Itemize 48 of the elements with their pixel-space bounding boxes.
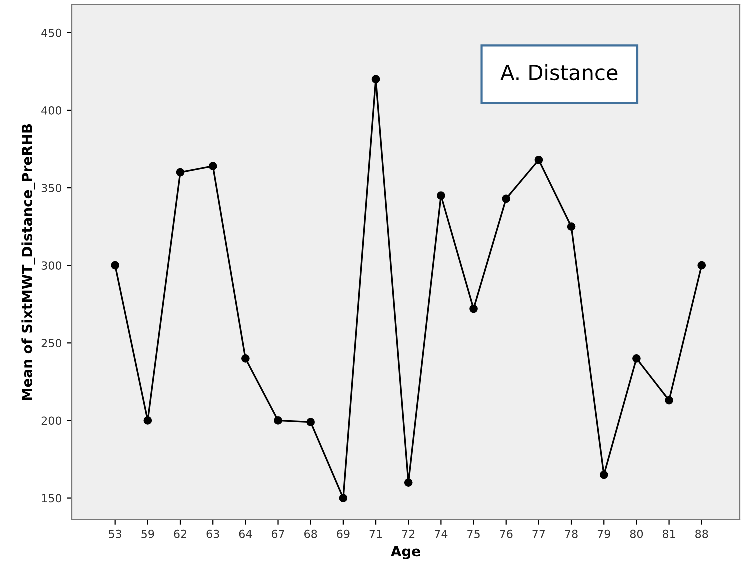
point xyxy=(306,418,316,426)
x-tick-label: 81 xyxy=(662,530,676,538)
point xyxy=(208,162,218,170)
annotation: A. Distance xyxy=(500,64,618,81)
x-tick-label: 64 xyxy=(239,530,252,538)
x-tick-label: 74 xyxy=(435,530,448,538)
y-tick-label: 250 xyxy=(42,339,62,348)
point xyxy=(502,194,511,204)
point xyxy=(339,494,348,502)
point xyxy=(632,354,641,363)
point xyxy=(665,396,674,405)
x-tick-label: 71 xyxy=(370,530,382,538)
x-tick-label: 67 xyxy=(272,530,284,538)
point xyxy=(372,75,380,84)
x-tick-label: 62 xyxy=(174,530,186,538)
x-tick-label: 69 xyxy=(337,530,350,538)
y-tick-label: 200 xyxy=(42,416,62,426)
x-tick-label: 88 xyxy=(696,530,708,538)
point xyxy=(111,261,120,270)
x-tick-label: 53 xyxy=(109,530,122,538)
y-tick-label: 300 xyxy=(42,262,62,270)
point xyxy=(567,222,576,231)
point xyxy=(242,354,250,363)
x-tick-label: 68 xyxy=(304,530,318,538)
point xyxy=(176,168,185,177)
point xyxy=(600,470,608,480)
y-tick-label: 350 xyxy=(42,184,62,192)
y-tick-label: 150 xyxy=(42,494,62,503)
y-tick-label: 450 xyxy=(42,28,62,38)
y-axis-title: Mean of SixtMWT_Distance_PreRHB xyxy=(22,124,36,400)
x-tick-label: 77 xyxy=(532,530,546,538)
x-tick-label: 75 xyxy=(468,530,480,538)
x-axis-title: Age xyxy=(391,546,420,560)
point xyxy=(534,156,544,164)
x-tick-label: 78 xyxy=(565,530,578,538)
point xyxy=(437,192,446,200)
point xyxy=(274,416,282,425)
x-tick-label: 72 xyxy=(402,530,415,538)
x-tick-label: 63 xyxy=(206,530,220,538)
y-tick-label: 400 xyxy=(42,106,62,115)
point xyxy=(470,304,478,314)
point xyxy=(144,416,152,425)
x-tick-label: 80 xyxy=(630,530,644,538)
x-tick-label: 59 xyxy=(142,530,154,538)
x-tick-label: 76 xyxy=(500,530,513,538)
point xyxy=(404,478,413,487)
x-tick-label: 79 xyxy=(598,530,610,538)
point xyxy=(698,261,706,270)
